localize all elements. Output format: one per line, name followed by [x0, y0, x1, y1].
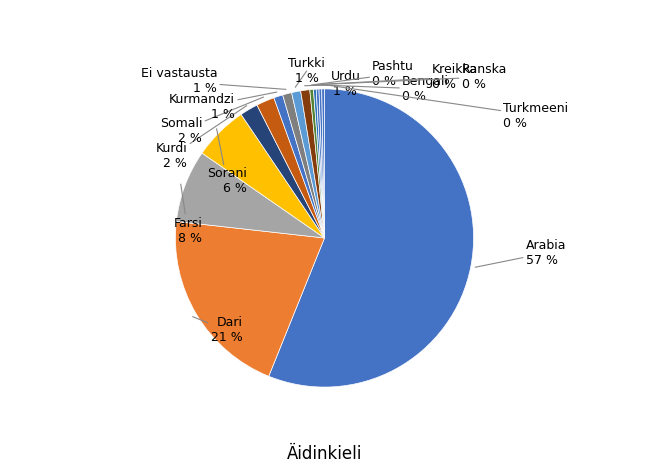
Text: Ei vastausta
1 %: Ei vastausta 1 %: [141, 68, 286, 96]
Text: Turkki
1 %: Turkki 1 %: [288, 57, 325, 87]
Text: Dari
21 %: Dari 21 %: [193, 317, 243, 345]
Text: Turkmeeni
0 %: Turkmeeni 0 %: [323, 84, 569, 130]
Wedge shape: [257, 98, 324, 238]
Text: Äidinkieli: Äidinkieli: [287, 445, 362, 463]
Wedge shape: [319, 89, 324, 238]
Text: Kurmandzi
1 %: Kurmandzi 1 %: [169, 92, 277, 121]
Wedge shape: [202, 114, 324, 238]
Wedge shape: [241, 105, 324, 238]
Text: Farsi
8 %: Farsi 8 %: [173, 184, 202, 245]
Wedge shape: [274, 95, 324, 238]
Wedge shape: [283, 93, 324, 238]
Text: Somali
2 %: Somali 2 %: [160, 97, 263, 145]
Wedge shape: [300, 89, 324, 238]
Text: Arabia
57 %: Arabia 57 %: [475, 239, 566, 267]
Wedge shape: [322, 89, 324, 238]
Text: Kurdi
2 %: Kurdi 2 %: [156, 106, 247, 170]
Wedge shape: [316, 89, 324, 238]
Text: Urdu
1 %: Urdu 1 %: [304, 70, 360, 99]
Wedge shape: [313, 89, 324, 238]
Text: Ranska
0 %: Ranska 0 %: [320, 63, 507, 91]
Text: Bengali
0 %: Bengali 0 %: [315, 75, 449, 103]
Text: Sorani
6 %: Sorani 6 %: [207, 129, 247, 195]
Wedge shape: [175, 221, 324, 376]
Wedge shape: [269, 89, 474, 387]
Wedge shape: [177, 153, 324, 238]
Text: Kreikka
0 %: Kreikka 0 %: [317, 63, 478, 91]
Text: Pashtu
0 %: Pashtu 0 %: [312, 60, 414, 88]
Wedge shape: [291, 91, 324, 238]
Wedge shape: [310, 89, 324, 238]
